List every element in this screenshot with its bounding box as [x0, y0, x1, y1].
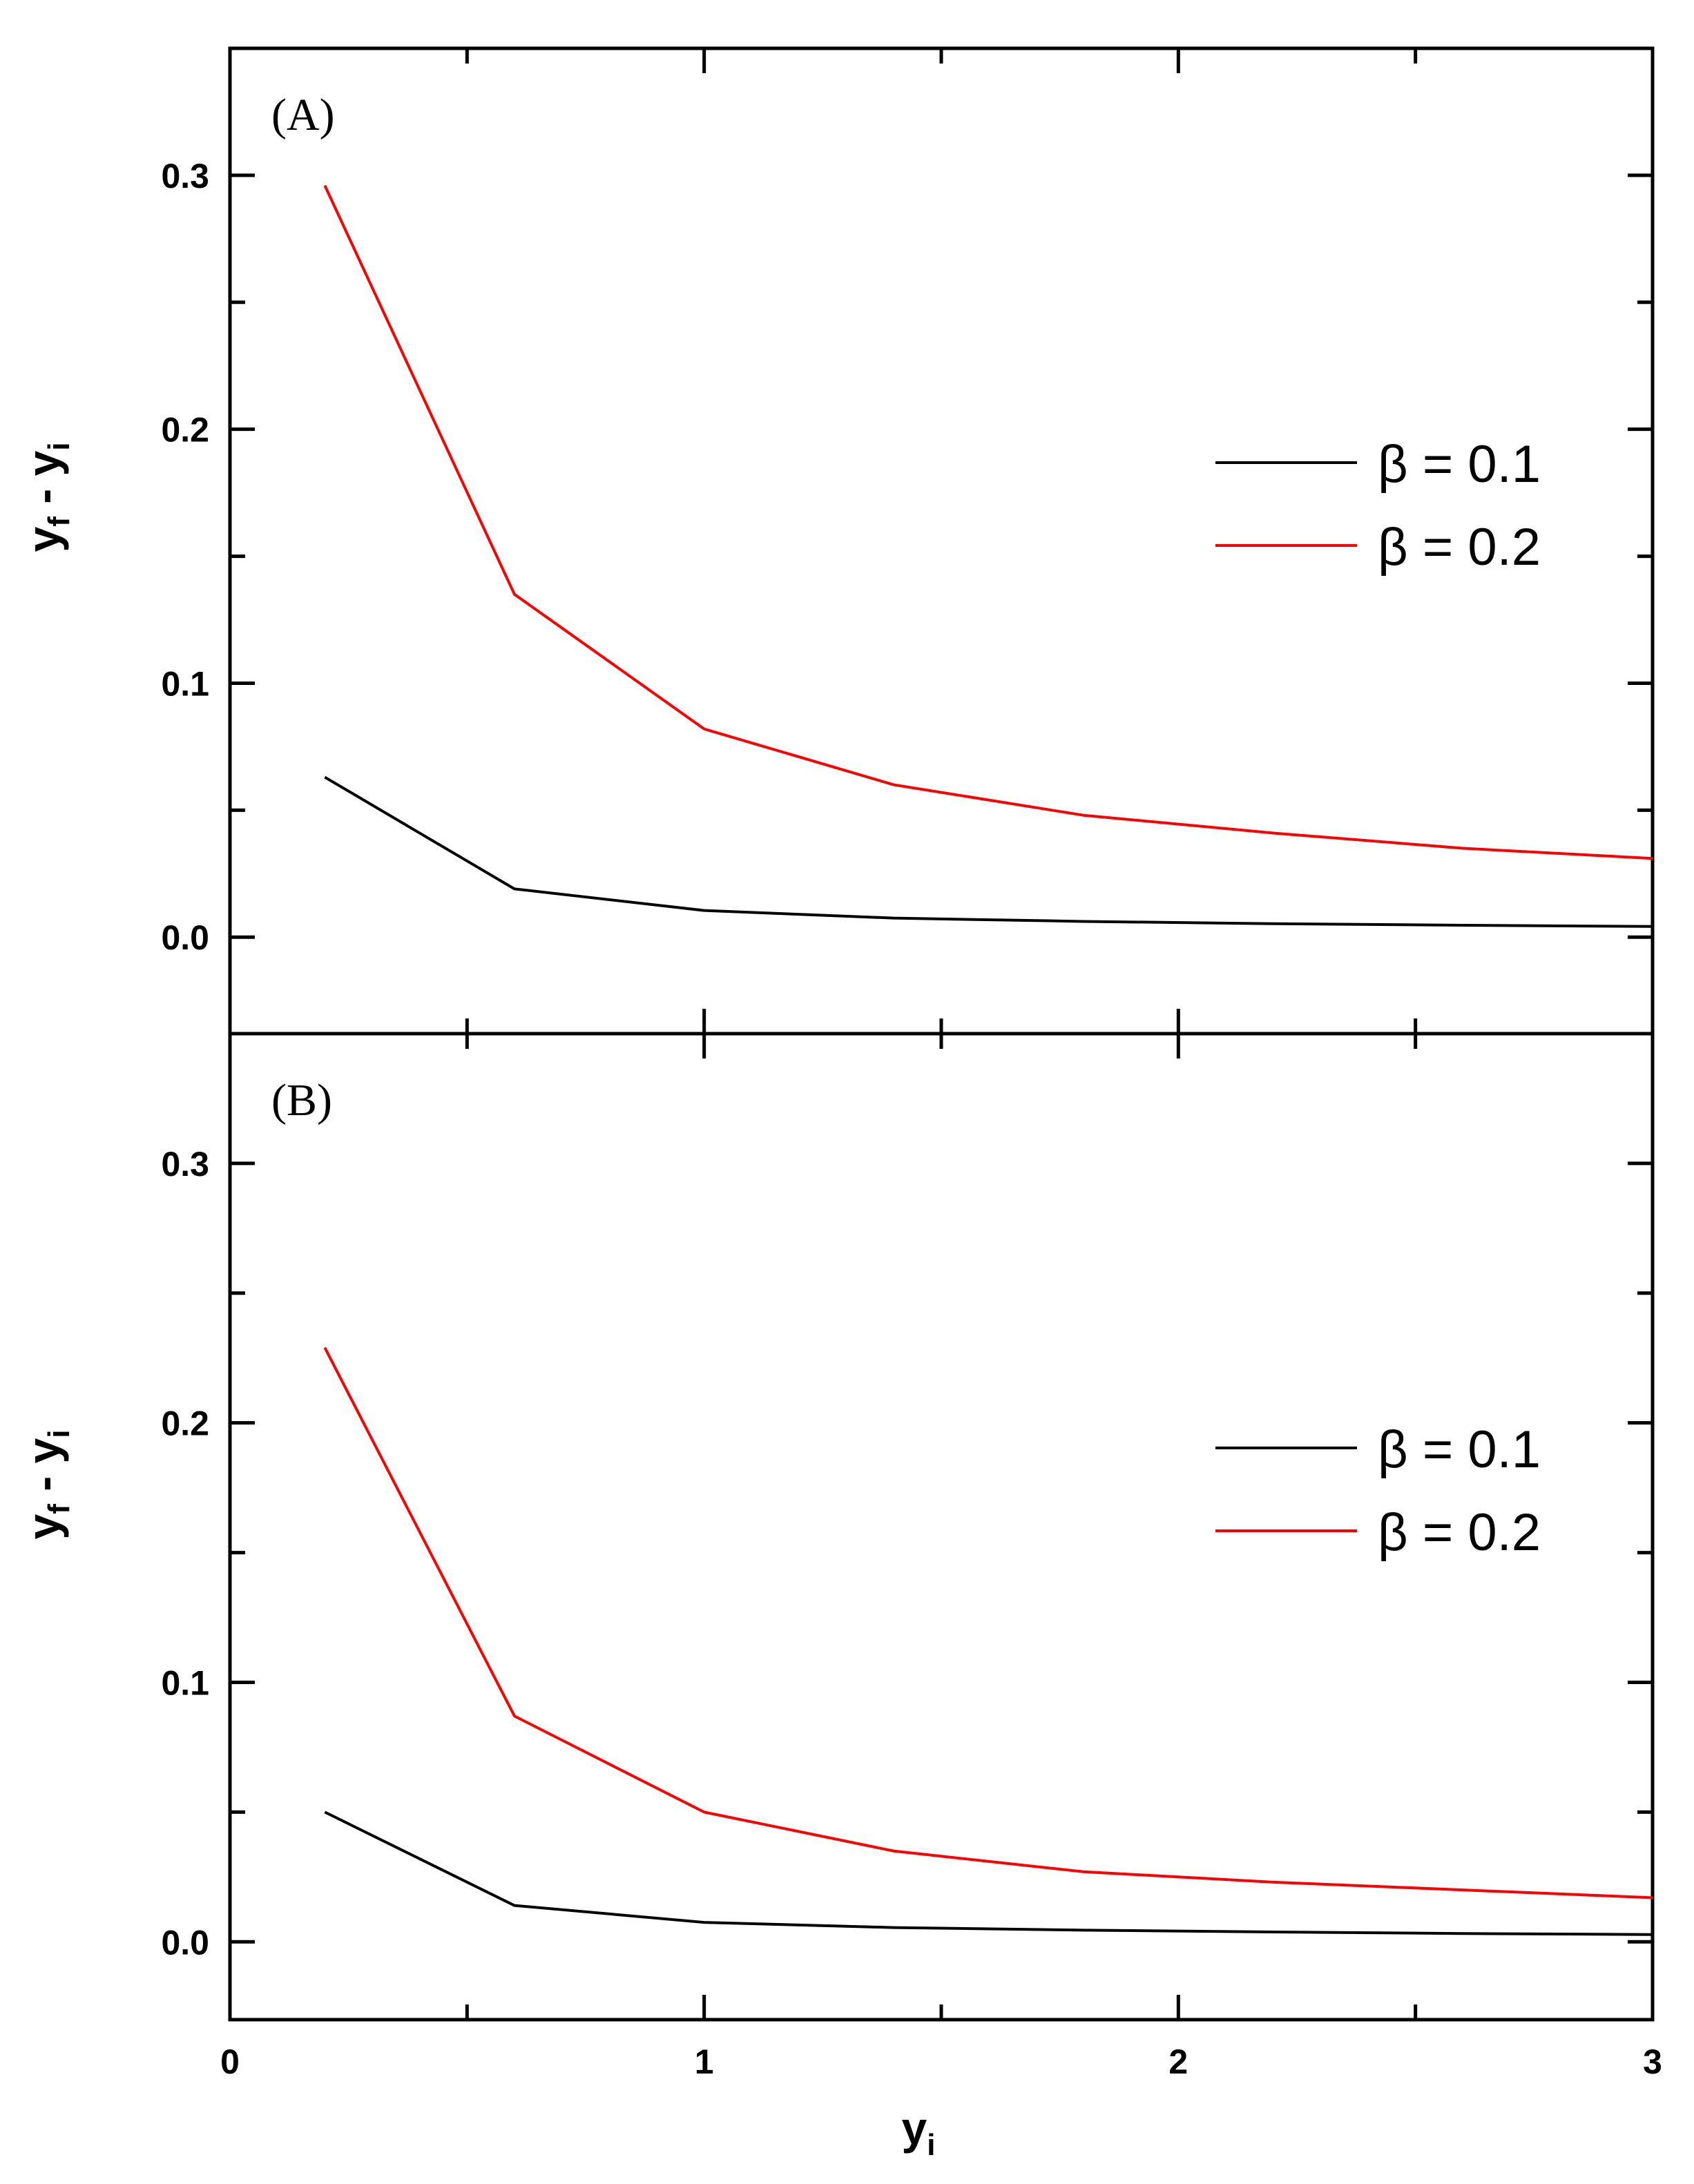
x-tick-label: 0 — [220, 2042, 240, 2081]
y-tick-label: 0.3 — [161, 157, 209, 195]
series-line-beta-0-1 — [324, 775, 1653, 928]
legend-label: β = 0.1 — [1378, 1420, 1541, 1479]
y-axis-title: yf - yi — [18, 443, 76, 552]
panel-label: (A) — [271, 90, 335, 140]
x-tick-label: 3 — [1643, 2042, 1662, 2081]
y-tick-label: 0.2 — [161, 1404, 209, 1443]
y-tick-label: 0.1 — [161, 1663, 209, 1702]
x-axis-title: yi — [902, 2103, 936, 2162]
y-tick-label: 0.2 — [161, 411, 209, 450]
x-tick-label: 1 — [695, 2042, 714, 2081]
legend-label: β = 0.2 — [1378, 1503, 1541, 1562]
series-line-beta-0-1 — [324, 1810, 1653, 1936]
y-tick-label: 0.3 — [161, 1145, 209, 1183]
y-axis-title-main: y — [18, 1514, 69, 1539]
y-axis-title-sub: f — [42, 516, 76, 527]
panel-a: 0.0 0.1 0.2 0.3 yf - yi (A) β = 0.1 β = 0.2 — [18, 46, 1655, 1036]
x-axis-title-sub: i — [927, 2128, 935, 2162]
y-axis-title-sub: i — [42, 443, 76, 451]
panel-label: (B) — [271, 1075, 332, 1125]
y-axis-title-sub: i — [42, 1430, 76, 1438]
legend-label: β = 0.2 — [1378, 518, 1541, 577]
y-tick-label: 0.0 — [161, 1923, 209, 1962]
legend-label: β = 0.1 — [1378, 435, 1541, 494]
x-tick-label: 2 — [1168, 2042, 1188, 2081]
series-line-beta-0-2 — [323, 1346, 1653, 1900]
y-tick-label: 0.0 — [161, 918, 209, 957]
series-line-beta-0-2 — [323, 184, 1653, 860]
y-axis-title-mid: - y — [18, 450, 69, 516]
y-tick-label: 0.1 — [161, 664, 209, 703]
y-axis-title: yf - yi — [18, 1430, 76, 1540]
y-axis-title-mid: - y — [18, 1438, 69, 1504]
x-axis-title-main: y — [902, 2103, 927, 2154]
y-axis-title-sub: f — [42, 1504, 76, 1514]
y-axis-title-main: y — [18, 526, 69, 552]
